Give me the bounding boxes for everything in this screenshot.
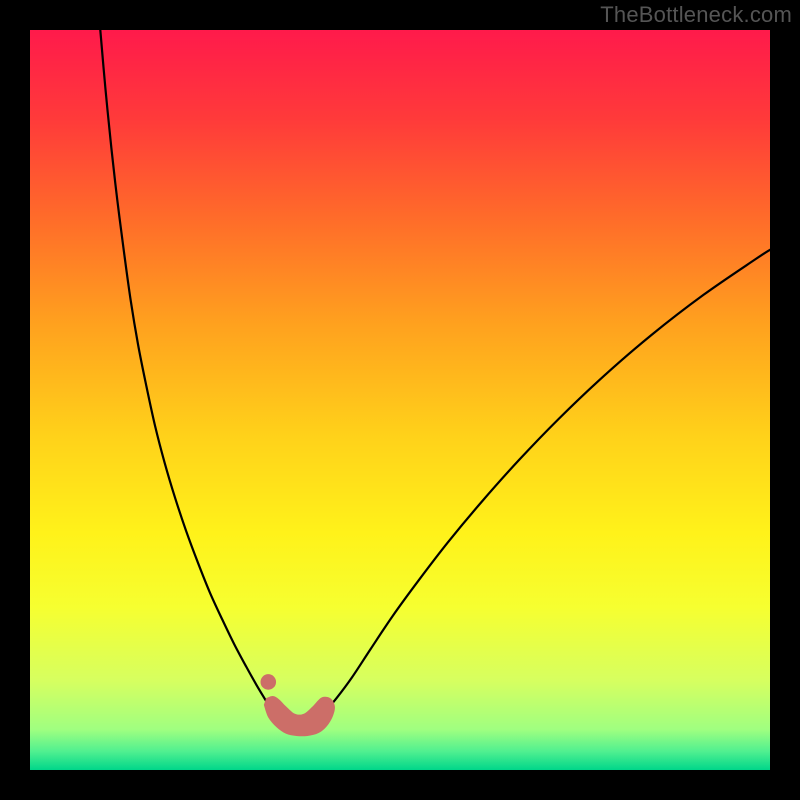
bottom-highlight-dot bbox=[261, 674, 277, 690]
chart-svg bbox=[0, 0, 800, 800]
gradient-background bbox=[30, 30, 770, 770]
chart-canvas: TheBottleneck.com bbox=[0, 0, 800, 800]
watermark-text: TheBottleneck.com bbox=[600, 2, 792, 28]
